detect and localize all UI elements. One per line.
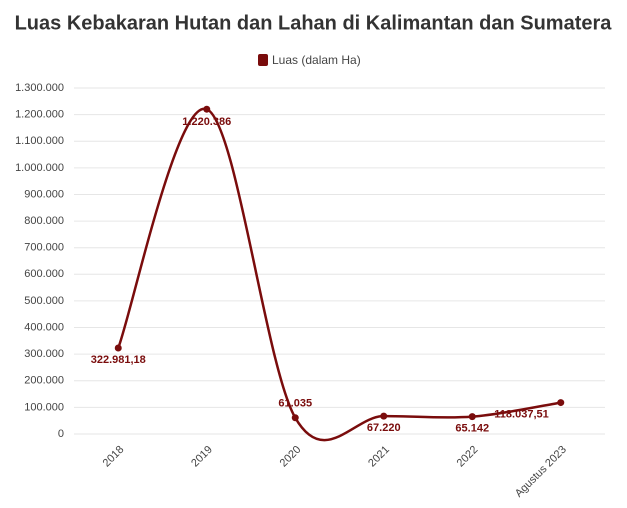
y-tick-label: 1.000.000 [15,162,64,174]
y-tick-label: 800.000 [24,215,64,227]
value-label: 1.220.386 [182,116,231,128]
y-tick-label: 500.000 [24,295,64,307]
y-tick-label: 100.000 [24,401,64,413]
y-tick-label: 1.100.000 [15,135,64,147]
y-tick-label: 400.000 [24,321,64,333]
value-label: 67.220 [367,422,401,434]
value-label: 322.981,18 [91,354,146,366]
x-tick-label: Agustus 2023 [513,444,569,500]
x-tick-label: 2020 [278,444,304,470]
x-tick-label: 2021 [366,444,392,470]
y-tick-label: 200.000 [24,375,64,387]
point [291,414,299,422]
value-label: 61.035 [278,398,312,410]
point [380,412,388,420]
y-tick-label: 900.000 [24,188,64,200]
x-tick-label: 2019 [189,444,215,470]
y-tick-label: 300.000 [24,348,64,360]
point [114,344,122,352]
x-tick-label: 2022 [455,444,481,470]
point [203,105,211,113]
value-label: 118.037,51 [494,408,548,420]
x-tick-label: 2018 [101,444,127,470]
legend-marker [258,54,268,66]
chart-title: Luas Kebakaran Hutan dan Lahan di Kalima… [15,12,613,34]
y-tick-label: 600.000 [24,268,64,280]
y-tick-label: 0 [58,428,64,440]
value-label: 65.142 [455,423,489,435]
y-tick-label: 1.200.000 [15,109,64,121]
point [468,413,476,421]
legend-label: Luas (dalam Ha) [272,53,361,67]
point [557,399,565,407]
y-tick-label: 700.000 [24,242,64,254]
y-tick-label: 1.300.000 [15,82,64,94]
